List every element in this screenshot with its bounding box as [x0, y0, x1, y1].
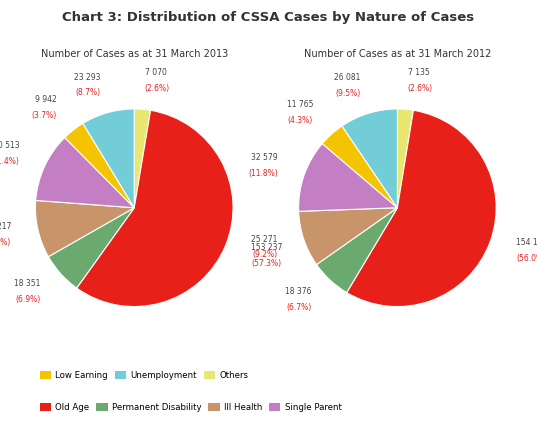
Text: 9 942: 9 942 [34, 95, 56, 104]
Wedge shape [299, 208, 397, 265]
Text: Number of Cases as at 31 March 2013: Number of Cases as at 31 March 2013 [41, 49, 228, 59]
Text: 18 351: 18 351 [14, 279, 40, 288]
Text: 11 765: 11 765 [287, 100, 313, 109]
Wedge shape [77, 110, 233, 307]
Text: (4.3%): (4.3%) [288, 116, 313, 125]
Wedge shape [35, 201, 134, 257]
Text: 153 237: 153 237 [251, 243, 282, 252]
Text: 26 081: 26 081 [334, 73, 360, 82]
Text: (56.0%): (56.0%) [516, 254, 537, 262]
Legend: Old Age, Permanent Disability, Ill Health, Single Parent: Old Age, Permanent Disability, Ill Healt… [37, 399, 345, 416]
Wedge shape [347, 110, 496, 307]
Text: (8.7%): (8.7%) [75, 88, 100, 98]
Text: (9.5%): (9.5%) [335, 89, 360, 98]
Wedge shape [65, 123, 134, 208]
Wedge shape [48, 208, 134, 288]
Text: (2.6%): (2.6%) [408, 84, 433, 93]
Text: 32 579: 32 579 [251, 153, 278, 162]
Text: 18 376: 18 376 [285, 287, 311, 296]
Text: (57.3%): (57.3%) [251, 259, 281, 268]
Legend: Low Earning, Unemployment, Others: Low Earning, Unemployment, Others [37, 368, 252, 384]
Text: (3.7%): (3.7%) [31, 111, 56, 120]
Wedge shape [83, 109, 134, 208]
Wedge shape [299, 144, 397, 211]
Text: Number of Cases as at 31 March 2012: Number of Cases as at 31 March 2012 [304, 49, 491, 59]
Wedge shape [134, 109, 150, 208]
Text: 154 176: 154 176 [516, 238, 537, 247]
Text: 23 293: 23 293 [74, 73, 100, 81]
Wedge shape [36, 137, 134, 208]
Text: (9.4%): (9.4%) [0, 238, 11, 247]
Text: 25 271: 25 271 [251, 234, 278, 244]
Text: 7 135: 7 135 [408, 68, 430, 77]
Text: (11.8%): (11.8%) [248, 168, 278, 178]
Text: (6.9%): (6.9%) [15, 295, 40, 304]
Text: (9.2%): (9.2%) [252, 251, 278, 259]
Text: Chart 3: Distribution of CSSA Cases by Nature of Cases: Chart 3: Distribution of CSSA Cases by N… [62, 11, 475, 24]
Text: (11.4%): (11.4%) [0, 157, 19, 166]
Text: 25 217: 25 217 [0, 222, 11, 231]
Text: 7 070: 7 070 [145, 68, 166, 77]
Text: (6.7%): (6.7%) [286, 303, 311, 312]
Wedge shape [322, 126, 397, 208]
Wedge shape [316, 208, 397, 293]
Wedge shape [342, 109, 397, 208]
Text: (2.6%): (2.6%) [145, 84, 170, 93]
Text: 30 513: 30 513 [0, 141, 19, 151]
Wedge shape [397, 109, 413, 208]
